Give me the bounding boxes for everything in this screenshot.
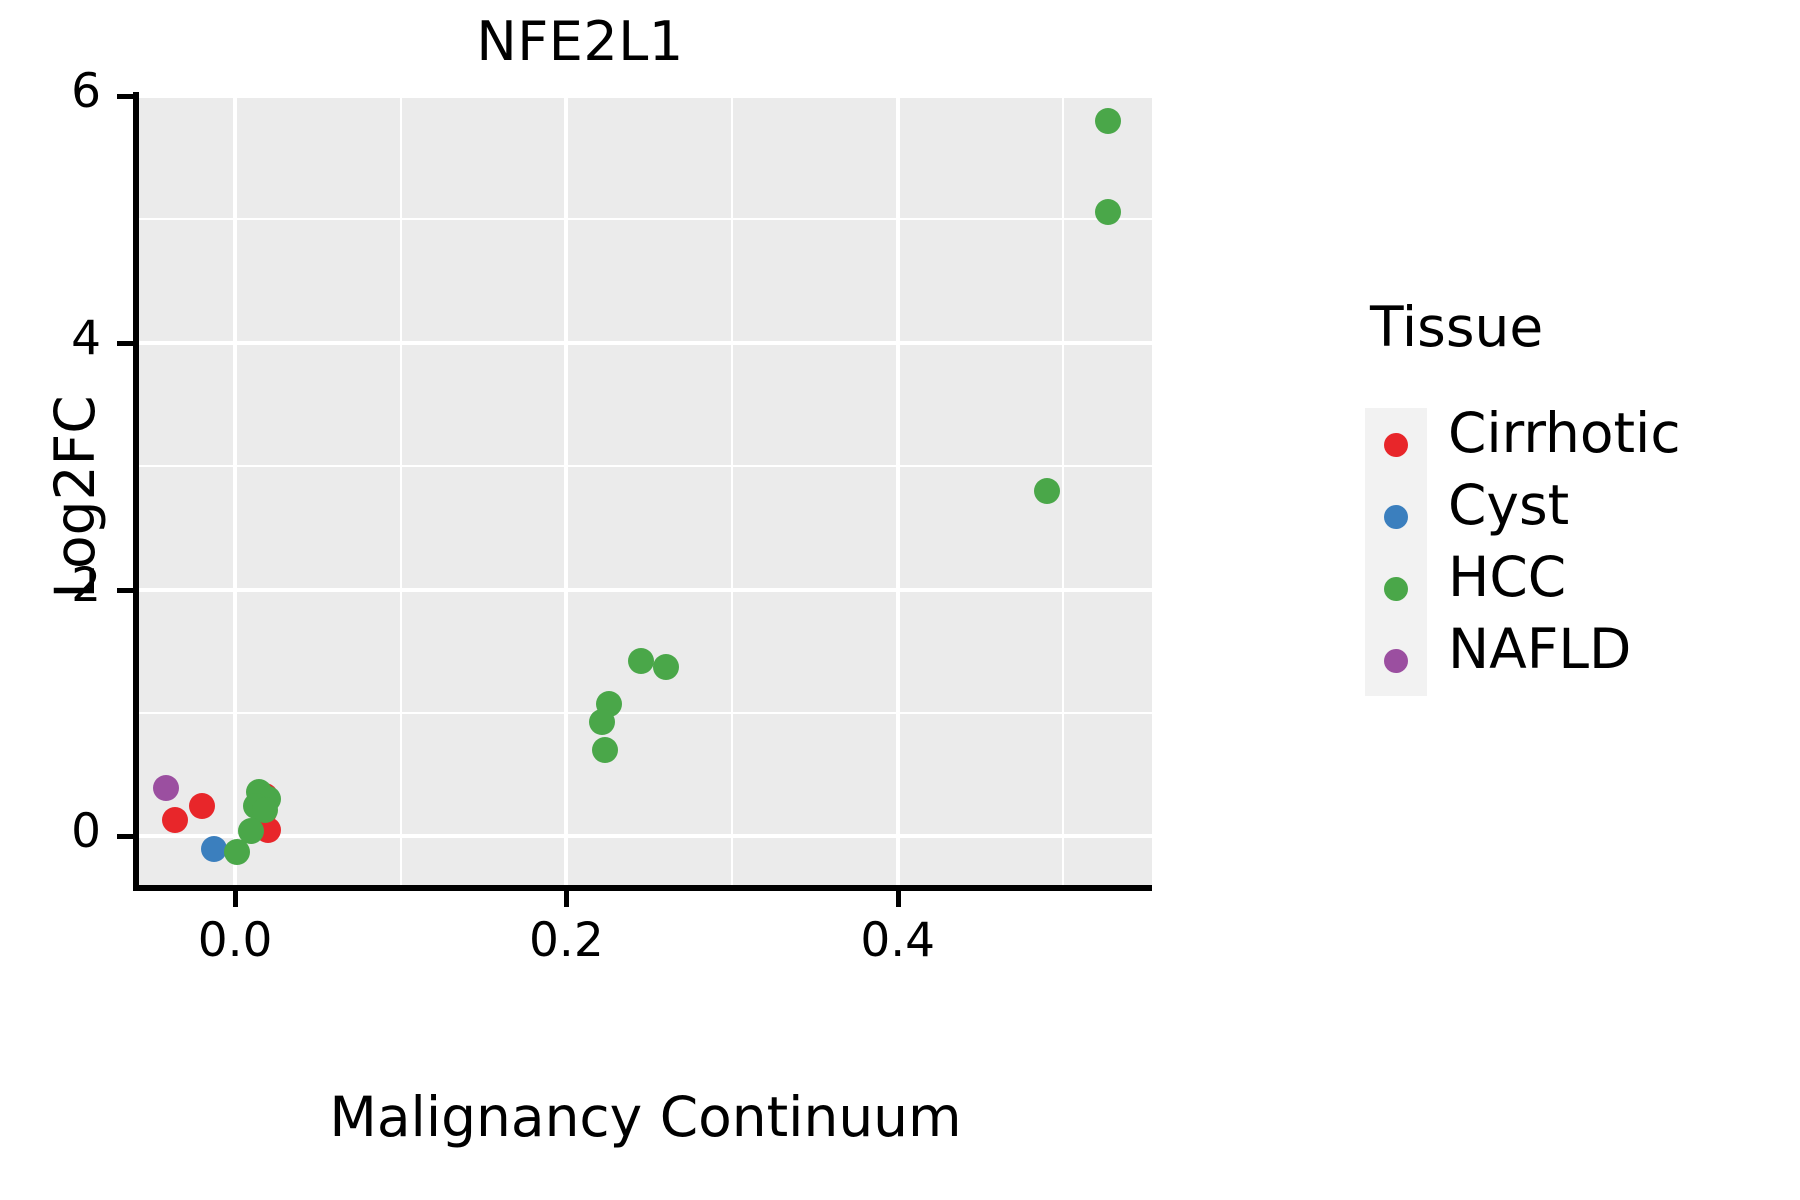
grid-major-vertical xyxy=(564,96,569,887)
legend-swatch-cirrhotic-icon xyxy=(1384,433,1408,457)
y-tick-label: 6 xyxy=(71,64,101,119)
y-tick-mark xyxy=(117,587,133,593)
x-tick-mark xyxy=(233,891,239,907)
legend-item-nafld[interactable]: NAFLD xyxy=(1365,617,1785,696)
grid-major-vertical xyxy=(233,96,238,887)
legend-swatch-cyst-icon xyxy=(1384,505,1408,529)
legend-label: Cyst xyxy=(1448,473,1570,537)
data-point xyxy=(223,838,250,865)
data-point xyxy=(200,836,227,863)
y-tick-mark xyxy=(117,94,133,99)
y-tick-mark xyxy=(117,340,133,346)
legend-label: HCC xyxy=(1448,545,1567,609)
legend-label: NAFLD xyxy=(1448,617,1632,681)
legend-item-cyst[interactable]: Cyst xyxy=(1365,473,1785,552)
y-axis-title: Log2FC xyxy=(43,395,107,599)
data-point xyxy=(188,792,215,819)
data-point xyxy=(627,648,654,675)
data-point xyxy=(1095,107,1122,134)
grid-minor-vertical xyxy=(1062,96,1065,887)
grid-minor-horizontal xyxy=(139,218,1152,221)
grid-major-horizontal xyxy=(139,96,1152,98)
legend: Tissue Cirrhotic Cyst HCC NAFLD xyxy=(1365,295,1785,696)
data-point xyxy=(153,774,180,801)
legend-swatch-nafld-icon xyxy=(1384,649,1408,673)
legend-item-hcc[interactable]: HCC xyxy=(1365,545,1785,624)
grid-major-vertical xyxy=(895,96,900,887)
data-point xyxy=(1033,477,1060,504)
x-tick-label: 0.0 xyxy=(197,913,273,968)
data-point xyxy=(1095,198,1122,225)
x-axis-title: Malignancy Continuum xyxy=(329,1085,962,1149)
data-point xyxy=(592,737,619,764)
y-tick-label: 0 xyxy=(71,804,101,860)
y-tick-label: 2 xyxy=(71,557,101,613)
y-axis-line xyxy=(133,92,139,891)
y-tick-mark xyxy=(117,834,133,840)
grid-minor-vertical xyxy=(731,96,734,887)
x-tick-mark xyxy=(895,891,901,907)
grid-major-horizontal xyxy=(139,834,1152,839)
data-point xyxy=(589,708,615,735)
page-title: NFE2L1 xyxy=(476,10,684,73)
legend-label: Cirrhotic xyxy=(1448,401,1681,465)
grid-major-horizontal xyxy=(139,340,1152,345)
grid-minor-vertical xyxy=(399,96,402,887)
data-point xyxy=(652,654,679,681)
grid-minor-horizontal xyxy=(139,465,1152,468)
data-point xyxy=(161,806,188,833)
legend-item-cirrhotic[interactable]: Cirrhotic xyxy=(1365,401,1785,480)
plot-panel xyxy=(139,96,1152,887)
legend-title: Tissue xyxy=(1370,295,1544,359)
x-tick-label: 0.2 xyxy=(529,913,604,968)
y-tick-label: 4 xyxy=(71,310,101,366)
grid-minor-horizontal xyxy=(139,712,1152,714)
x-tick-label: 0.4 xyxy=(860,913,936,968)
grid-major-horizontal xyxy=(139,587,1152,592)
x-tick-mark xyxy=(564,891,570,907)
legend-swatch-hcc-icon xyxy=(1384,577,1408,601)
x-axis-line xyxy=(133,885,1152,891)
